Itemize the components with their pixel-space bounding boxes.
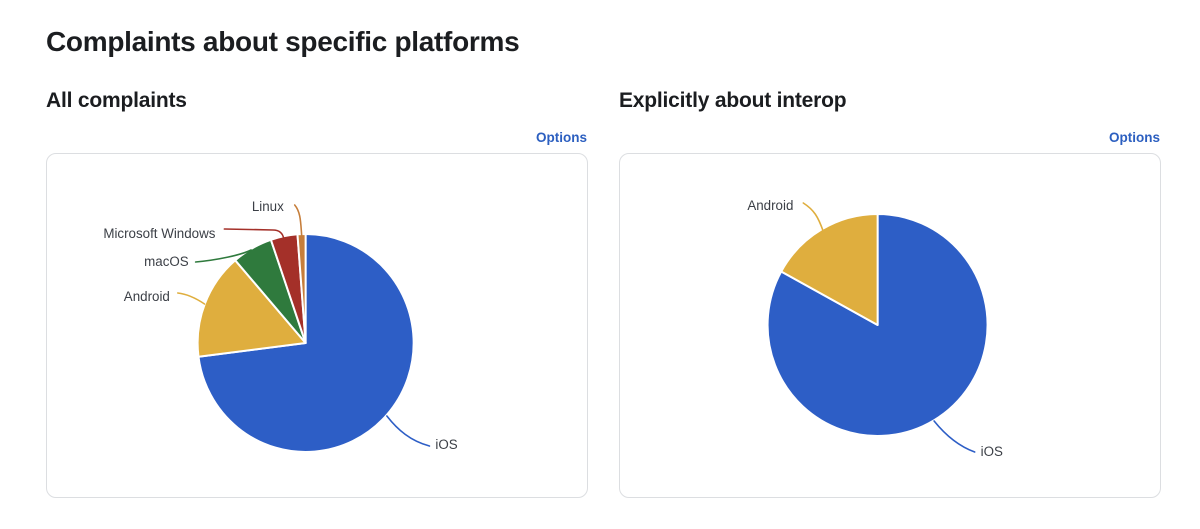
pie-label-android: Android [747,198,793,213]
pie-label-microsoft-windows: Microsoft Windows [103,226,215,241]
chart-subtitle-interop: Explicitly about interop [619,89,847,113]
label-leader-android [802,202,824,233]
label-leader-linux [293,204,303,237]
label-leader-ios [933,420,976,454]
options-row: Options [619,129,1160,146]
label-leader-android [176,292,206,306]
options-row: Options [46,129,587,146]
chart-card-interop: iOS Android [619,153,1161,499]
pie-label-linux: Linux [252,199,284,214]
page-title: Complaints about specific platforms [46,26,520,57]
options-link-all-complaints[interactable]: Options [536,130,587,146]
chart-section-interop: Explicitly about interop Options iOS Andr… [619,89,1161,499]
pie-chart-all-complaints: iOS Android macOS Microsoft Windows Linux [103,199,458,454]
label-leader-microsoft-windows [223,228,285,241]
chart-subtitle-all-complaints: All complaints [46,89,187,113]
pie-label-android: Android [124,289,170,304]
pie-label-ios: iOS [435,437,457,452]
chart-section-all-complaints: All complaints Options iOS Android macOS Mi… [46,89,588,499]
page: Complaints about specific platforms All … [46,26,1161,499]
options-link-interop[interactable]: Options [1109,130,1160,146]
label-leader-macos [194,249,252,264]
pie-label-macos: macOS [144,254,189,269]
charts-row: All complaints Options iOS Android macOS Mi… [46,89,1161,499]
pie-chart-interop: iOS Android [747,198,1003,459]
label-leader-ios [386,415,431,448]
pie-slice-android[interactable] [780,213,879,327]
chart-card-all-complaints: iOS Android macOS Microsoft Windows Linux [46,153,588,499]
pie-label-ios: iOS [981,444,1003,459]
